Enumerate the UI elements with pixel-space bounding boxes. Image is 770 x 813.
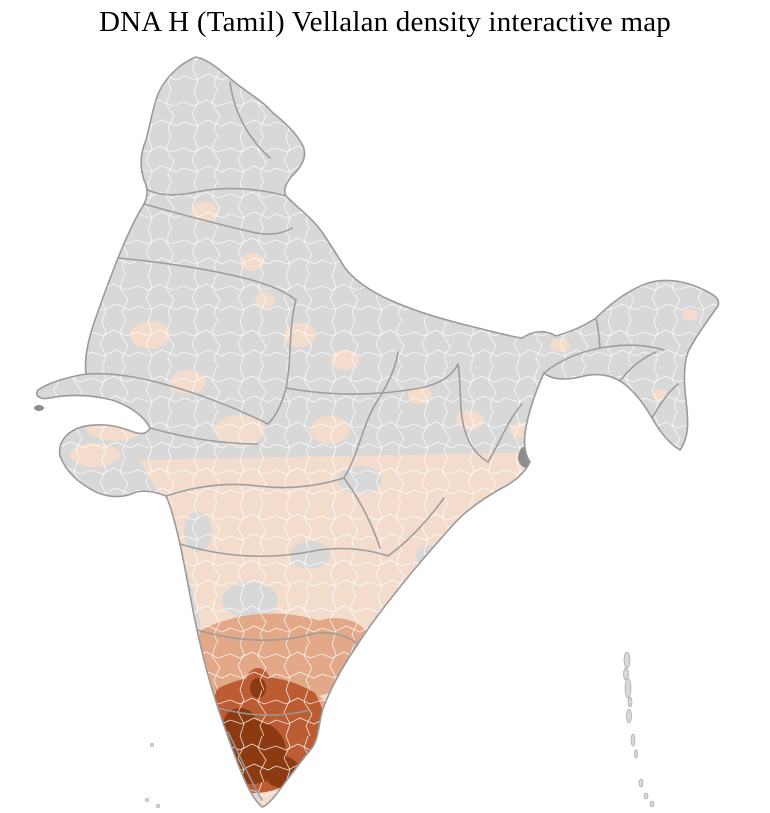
state-borders <box>85 81 679 801</box>
andaman-nicobar-islands <box>623 651 655 808</box>
kutch-fragment <box>34 405 44 411</box>
lakshadweep-islands <box>145 743 160 808</box>
map-title: DNA H (Tamil) Vellalan density interacti… <box>99 6 671 38</box>
